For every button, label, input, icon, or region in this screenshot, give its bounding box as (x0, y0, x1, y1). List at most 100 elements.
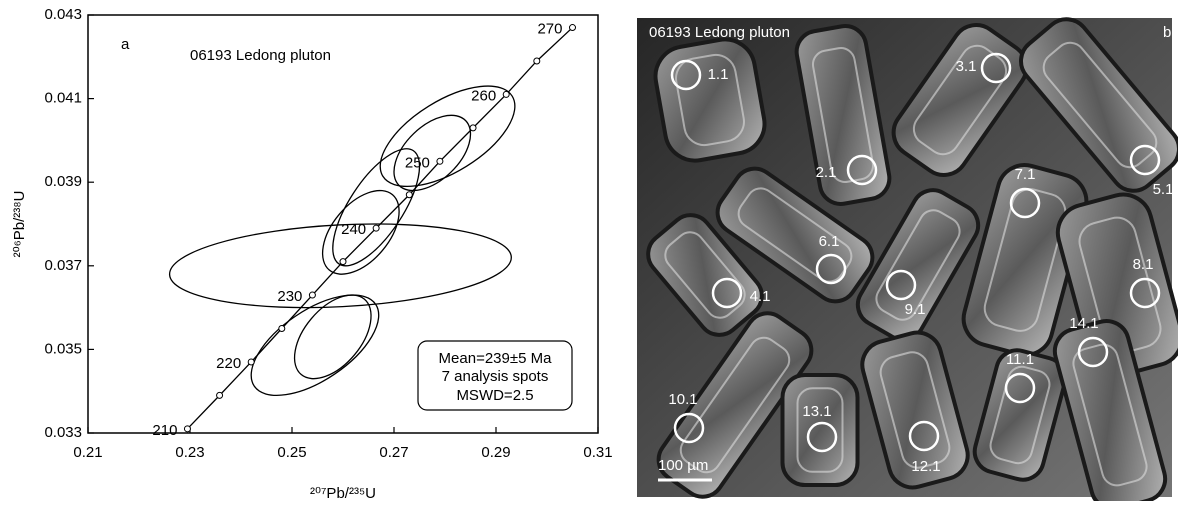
grain-zoning (989, 365, 1051, 465)
grain-zoning (796, 387, 844, 473)
spot-label: 8.1 (1133, 256, 1154, 273)
spot-label: 10.1 (668, 391, 697, 408)
panel-label: a (121, 36, 130, 53)
grain-zoning (679, 336, 791, 474)
age-marker (308, 291, 316, 299)
age-marker (183, 425, 191, 433)
age-label: 260 (471, 87, 496, 104)
x-tick-label: 0.23 (175, 444, 204, 461)
spot-label: 3.1 (956, 58, 977, 75)
zircon-grain (855, 188, 981, 342)
spot-label: 6.1 (819, 233, 840, 250)
age-label: 240 (341, 221, 366, 238)
plot-frame (87, 14, 599, 434)
annotation: Mean=239±5 Ma (439, 350, 553, 367)
age-label: 220 (216, 355, 241, 372)
x-tick-label: 0.21 (73, 444, 102, 461)
analysis-spot (1077, 336, 1109, 368)
analysis-spot (1129, 144, 1161, 176)
annotation: 7 analysis spots (442, 368, 549, 385)
grain-zoning (1042, 41, 1158, 169)
error-ellipse (293, 294, 372, 380)
age-label: 250 (405, 154, 430, 171)
spot-label: 9.1 (905, 301, 926, 318)
x-axis-label: ²⁰⁷Pb/²³⁵U (310, 485, 376, 501)
y-tick-label: 0.041 (44, 90, 82, 107)
error-ellipse (393, 114, 472, 192)
spot-label: 13.1 (802, 403, 831, 420)
age-marker (436, 157, 444, 165)
spot-label: 11.1 (1006, 351, 1034, 368)
spot-label: 12.1 (911, 458, 940, 475)
age-label: 230 (277, 288, 302, 305)
spot-label: 2.1 (816, 164, 837, 181)
analysis-spot (1129, 277, 1161, 309)
age-marker (339, 258, 347, 266)
grain-zoning (664, 231, 746, 319)
age-marker (469, 124, 477, 132)
x-tick-label: 0.31 (583, 444, 612, 461)
x-tick-label: 0.27 (379, 444, 408, 461)
x-tick-label: 0.25 (277, 444, 306, 461)
error-ellipse (168, 223, 512, 309)
error-ellipse (379, 85, 516, 188)
age-marker (569, 24, 576, 32)
grain-zoning (879, 351, 951, 469)
analysis-spot (846, 154, 878, 186)
analysis-spot (1004, 372, 1036, 404)
y-tick-label: 0.033 (44, 424, 82, 441)
zircon-grain (780, 373, 860, 487)
spot-label: 4.1 (750, 288, 771, 305)
scale-label: 100 µm (658, 457, 708, 474)
age-label: 210 (152, 422, 177, 439)
analysis-spot (980, 52, 1012, 84)
zircon-grain (656, 311, 814, 499)
analysis-spot (1009, 187, 1041, 219)
zircon-grain (891, 23, 1029, 177)
grain-zoning (1078, 216, 1162, 354)
y-tick-label: 0.037 (44, 257, 82, 274)
error-ellipse (250, 294, 380, 397)
age-marker (216, 391, 224, 399)
spot-label: 5.1 (1153, 181, 1174, 198)
zircon-grain (860, 330, 970, 490)
age-marker (372, 224, 380, 232)
grain-zoning (1072, 343, 1148, 487)
age-marker (405, 191, 413, 199)
annotation-box (417, 340, 573, 411)
age-marker (247, 358, 255, 366)
annotation: MSWD=2.5 (456, 387, 533, 404)
age-marker (278, 325, 286, 332)
zircon-grain (653, 37, 767, 163)
error-ellipse (321, 189, 400, 275)
zircon-grain (715, 166, 875, 304)
grain-zoning (675, 53, 745, 147)
grains (646, 17, 1178, 506)
y-tick-label: 0.039 (44, 173, 82, 190)
y-tick-label: 0.035 (44, 340, 82, 357)
analysis-spot (885, 269, 917, 301)
age-marker (502, 90, 510, 98)
analysis-spot (908, 420, 940, 452)
spot-label: 1.1 (708, 66, 729, 83)
analysis-spot (670, 59, 702, 91)
error-ellipse (332, 148, 421, 267)
analysis-spot (711, 277, 743, 309)
y-axis-label: ²⁰⁶Pb/²³⁸U (11, 191, 28, 258)
grain-zoning (875, 209, 961, 321)
image-title: 06193 Ledong pluton (649, 24, 790, 41)
zircon-grain (794, 24, 892, 206)
grain-zoning (983, 188, 1067, 332)
x-tick-label: 0.29 (481, 444, 510, 461)
analysis-spot (815, 253, 847, 285)
y-tick-label: 0.043 (44, 6, 82, 23)
age-marker (533, 57, 541, 65)
spot-label: 14.1 (1069, 315, 1098, 332)
image-panel-label: b (1163, 24, 1171, 41)
zircon-grain (972, 348, 1068, 482)
analysis-spot (806, 421, 838, 453)
analysis-spot (673, 412, 705, 444)
chart-title: 06193 Ledong pluton (190, 47, 331, 64)
